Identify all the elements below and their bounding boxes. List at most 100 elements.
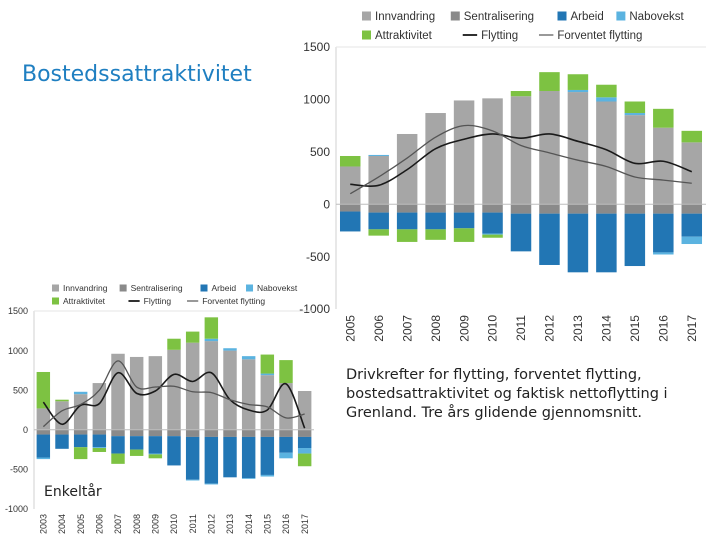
inset-xtick-label: 2003: [38, 514, 48, 534]
main-xtick-label: 2011: [514, 315, 528, 341]
inset-bar-nabovekst-neg--2014: [241, 478, 256, 479]
inset-bar-innvandring-2015: [260, 375, 275, 430]
inset-bar-sentralisering-2005: [73, 429, 88, 435]
main-bar-nabovekst-neg--2016: [653, 252, 674, 255]
main-xtick-label: 2013: [571, 315, 585, 342]
main-bar-arbeid-2005: [339, 211, 361, 232]
inset-bar-nabovekst-2014: [241, 356, 256, 360]
inset-bar-innvandring-2004: [55, 401, 69, 430]
inset-bar-sentralisering-2012: [204, 429, 219, 437]
main-bar-arbeid-2015: [624, 213, 646, 267]
inset-bar-arbeid-2006: [92, 434, 107, 448]
inset-legend-label: Flytting: [144, 296, 172, 306]
inset-bar-sentralisering-2007: [111, 429, 125, 437]
main-bar-innvandring-2011: [510, 96, 532, 205]
main-legend-swatch: [362, 11, 371, 21]
inset-xtick-label: 2017: [300, 514, 310, 534]
inset-line-forventet-flytting: [42, 360, 305, 428]
inset-bar-nabovekst-neg--2003: [36, 457, 51, 460]
main-legend-label: Flytting: [481, 30, 518, 42]
inset-bar-sentralisering-2017: [297, 429, 312, 437]
main-legend-swatch: [362, 30, 371, 40]
inset-xtick-label: 2010: [169, 514, 179, 534]
inset-bar-attraktivitet-2003: [36, 371, 51, 409]
main-xtick-label: 2015: [628, 315, 642, 342]
main-bar-innvandring-2012: [539, 91, 560, 205]
main-bar-arbeid-2006: [368, 212, 389, 230]
main-xtick-label: 2009: [457, 315, 471, 342]
inset-bar-nabovekst-neg--2011: [185, 479, 200, 481]
inset-bar-arbeid-2015: [260, 436, 275, 475]
inset-xtick-label: 2009: [150, 514, 160, 534]
inset-bar-arbeid-2017: [297, 436, 312, 449]
inset-bar-sentralisering-2011: [185, 429, 200, 437]
inset-bar-arbeid-2012: [204, 436, 219, 484]
inset-legend-swatch: [52, 284, 59, 292]
main-bar-nabovekst-2014: [596, 97, 617, 102]
main-legend-swatch: [450, 11, 460, 21]
main-ytick-label: -1000: [299, 302, 330, 316]
main-bar-innvandring-2008: [425, 113, 446, 205]
inset-bar-attraktivitet-neg--2005: [73, 447, 88, 460]
inset-xtick-label: 2016: [281, 514, 291, 534]
main-ytick-label: 1500: [303, 40, 330, 54]
main-bar-sentralisering-2017: [681, 204, 703, 214]
inset-bar-innvandring-2010: [167, 349, 181, 430]
main-bar-nabovekst-2006: [368, 154, 389, 156]
main-bar-attraktivitet-2012: [539, 72, 560, 92]
main-legend-label: Arbeid: [571, 11, 604, 23]
inset-bar-arbeid-2007: [111, 436, 125, 454]
main-bar-sentralisering-2012: [539, 204, 560, 214]
main-xtick-label: 2005: [343, 315, 357, 342]
main-bar-innvandring-2017: [681, 142, 703, 205]
inset-bar-innvandring-2017: [297, 390, 312, 430]
inset-bar-arbeid-2016: [279, 436, 293, 453]
inset-bar-arbeid-2011: [185, 436, 200, 480]
main-bar-nabovekst-neg--2017: [681, 236, 703, 245]
inset-bar-nabovekst-neg--2016: [279, 452, 293, 459]
main-ytick-label: -500: [306, 250, 330, 264]
inset-bar-sentralisering-2015: [260, 429, 275, 437]
inset-bar-sentralisering-2003: [36, 429, 51, 435]
inset-xtick-label: 2011: [188, 514, 198, 533]
main-bar-attraktivitet-2005: [339, 155, 361, 167]
inset-bar-attraktivitet-2004: [55, 399, 69, 402]
inset-bar-attraktivitet-neg--2008: [129, 449, 144, 456]
inset-ytick-label: -1000: [5, 504, 28, 514]
main-xtick-label: 2012: [543, 315, 557, 342]
slide-caption: Drivkrefter for flytting, forventet flyt…: [346, 367, 668, 421]
inset-bar-sentralisering-2013: [223, 429, 237, 437]
inset-legend-label: Forventet flytting: [202, 296, 265, 306]
main-bar-attraktivitet-2014: [596, 84, 617, 98]
main-bar-arbeid-2009: [453, 212, 475, 229]
main-bar-innvandring-2005: [339, 166, 361, 205]
main-bar-attraktivitet-2013: [567, 74, 589, 90]
main-xtick-label: 2016: [657, 315, 671, 342]
main-bar-nabovekst-2013: [567, 89, 589, 93]
main-legend-label: Sentralisering: [464, 11, 534, 23]
main-legend-swatch: [616, 11, 626, 21]
inset-xtick-label: 2012: [206, 514, 216, 534]
inset-bar-attraktivitet-2016: [279, 360, 293, 384]
inset-xtick-label: 2006: [94, 514, 104, 534]
inset-bar-nabovekst-neg--2015: [260, 474, 275, 477]
main-bar-sentralisering-2016: [653, 204, 674, 214]
main-bar-arbeid-2013: [567, 213, 589, 273]
inset-bar-sentralisering-2016: [279, 429, 293, 437]
main-bar-attraktivitet-neg--2008: [425, 229, 446, 240]
inset-xtick-label: 2004: [57, 514, 67, 534]
inset-bar-nabovekst-neg--2017: [297, 448, 312, 454]
inset-bar-sentralisering-2006: [92, 429, 107, 435]
main-bar-sentralisering-2013: [567, 204, 589, 214]
main-bar-innvandring-2016: [653, 127, 674, 205]
inset-bar-sentralisering-2009: [148, 429, 163, 437]
inset-ytick-label: 1000: [8, 346, 28, 356]
inset-xtick-label: 2008: [132, 514, 142, 534]
main-bar-sentralisering-2010: [482, 204, 503, 213]
inset-bar-arbeid-2014: [241, 436, 256, 479]
main-legend-label: Nabovekst: [629, 11, 684, 23]
inset-legend-label: Sentralisering: [131, 283, 183, 293]
main-bar-nabovekst-neg--2010: [482, 233, 503, 235]
inset-bar-sentralisering-2010: [167, 429, 181, 437]
